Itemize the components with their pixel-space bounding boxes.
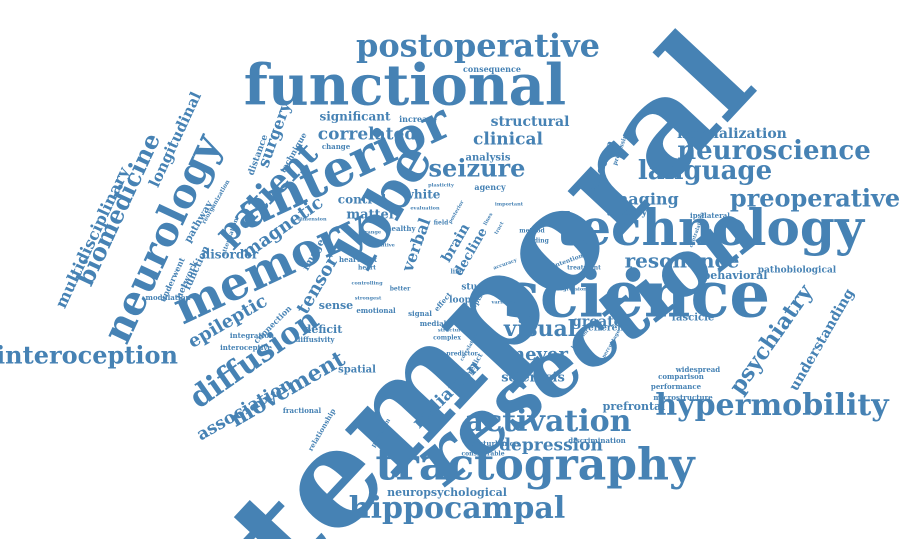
cloud-word-discrimination: discrimination [568,436,625,445]
cloud-word-range: range [365,230,381,236]
cloud-word-field: field [434,220,449,227]
cloud-word-postoperative: postoperative [356,27,600,65]
cloud-word-finding: finding [525,238,550,245]
cloud-word-microstructure: microstructure [653,393,713,402]
cloud-word-spatial: spatial [338,365,376,376]
cloud-word-meyer: meyer [506,344,568,365]
cloud-word-anxiety: anxiety [607,208,648,219]
cloud-word-emotional: emotional [356,306,396,315]
cloud-word-matter: matter [346,208,395,223]
cloud-word-resonance: resonance [625,249,740,273]
cloud-word-regression: regression [557,287,587,293]
cloud-word-considerable: considerable [461,451,504,458]
cloud-word-healthy: healthy [386,224,416,233]
cloud-word-correlated: correlated [318,125,417,145]
cloud-word-change: change [322,142,351,151]
cloud-word-medial: medial [420,319,447,328]
cloud-word-normalization: normalization [677,126,787,142]
cloud-word-greater: greater [572,314,631,330]
cloud-word-technology: technology [556,198,866,257]
cloud-word-fascicle: fascicle [672,313,715,324]
cloud-word-increase: increase [399,114,437,124]
cloud-word-seizure: seizure [429,154,526,183]
cloud-word-plasticity: plasticity [428,183,455,189]
cloud-word-depression: depression [499,436,603,456]
cloud-word-functional: functional [244,53,566,119]
cloud-word-diffusivity: diffusivity [295,335,335,344]
cloud-word-structure: structure [438,328,464,334]
cloud-word-modulation: modulation [146,293,191,302]
cloud-word-cognitive: cognitive [369,243,395,249]
cloud-word-disturbance: disturbance [472,439,519,448]
cloud-word-dimension: dimension [297,217,327,223]
cloud-word-interoception: interoception [0,341,178,370]
cloud-word-activation: activation [465,404,632,439]
cloud-word-pathobiological: pathobiological [758,266,837,276]
cloud-word-heartbeat: heartbeat [339,255,378,264]
cloud-word-significant: significant [319,110,391,124]
cloud-word-behavioral: behavioral [703,269,768,282]
cloud-word-analysis: analysis [466,153,511,164]
cloud-word-complex: complex [433,335,461,342]
cloud-word-clinical: clinical [473,130,543,150]
cloud-word-language: language [638,156,772,186]
cloud-word-better: better [390,286,411,293]
cloud-word-comparison: comparison [658,372,704,381]
cloud-word-agency: agency [474,182,506,192]
cloud-word-loop: loop [449,296,471,306]
cloud-word-hippocampal: hippocampal [349,491,565,526]
cloud-word-evaluation: evaluation [410,206,440,212]
cloud-word-study: study [461,283,489,293]
cloud-word-control: control [338,193,387,207]
cloud-word-white: white [403,188,441,202]
cloud-word-fractional: fractional [283,406,322,415]
cloud-word-structural: structural [491,114,570,130]
cloud-word-tractography: tractography [375,440,696,491]
cloud-word-widespread: widespread [675,365,721,374]
cloud-word-sense: sense [319,299,353,312]
cloud-word-predictor: predictor [446,351,478,358]
cloud-word-important: important [495,202,524,208]
cloud-word-neuropsychological: neuropsychological [387,486,507,499]
cloud-word-signal: signal [408,309,432,318]
cloud-word-hypermobility: hypermobility [655,388,890,423]
cloud-word-heart: heart [358,265,376,272]
cloud-word-sclerosis: sclerosis [501,371,565,386]
cloud-word-imaging: imaging [605,190,678,209]
cloud-word-visual: visual [503,316,576,342]
cloud-word-preoperative: preoperative [730,184,900,213]
cloud-word-strongest: strongest [355,296,382,302]
cloud-word-life: life [451,269,462,276]
cloud-word-interoceptive: interoceptive [220,343,272,352]
cloud-word-method: method [519,228,545,235]
cloud-word-variation: variation [490,300,516,306]
cloud-word-efferent: efferent [588,324,629,334]
cloud-word-ipsilateral: ipsilateral [690,211,730,220]
cloud-word-deficit: deficit [304,323,344,336]
cloud-word-controlling: controlling [351,281,383,287]
cloud-word-prefrontal: prefrontal [603,400,666,413]
cloud-word-science: science [504,258,770,333]
cloud-word-treatment: treatment [567,265,601,272]
cloud-word-consequence: consequence [463,64,521,74]
cloud-word-disorder: disorder [202,248,259,262]
cloud-word-performance: performance [651,382,702,391]
cloud-word-integration: integration [230,331,274,340]
cloud-word-neuroscience: neuroscience [677,136,871,166]
